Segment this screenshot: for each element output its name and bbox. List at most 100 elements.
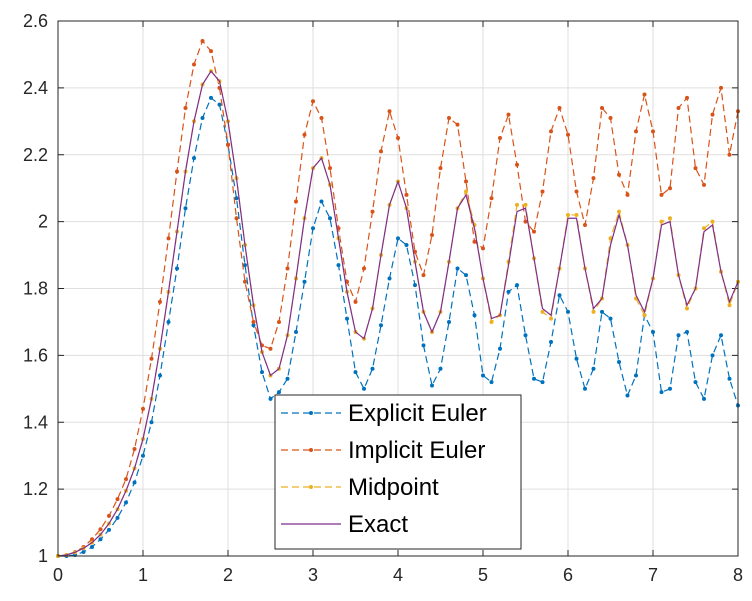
data-point	[141, 453, 145, 458]
data-point	[319, 115, 324, 120]
data-point	[464, 273, 468, 278]
data-point	[158, 373, 162, 378]
data-point	[727, 376, 732, 381]
data-point	[472, 313, 477, 318]
data-point	[90, 544, 94, 549]
data-point	[668, 386, 672, 391]
data-point	[685, 329, 689, 334]
data-point	[277, 319, 281, 324]
data-point	[702, 226, 706, 231]
data-point	[447, 115, 451, 120]
data-point	[540, 189, 545, 194]
data-point	[727, 303, 732, 308]
data-point	[294, 199, 298, 204]
data-point	[642, 313, 647, 318]
legend-label: Explicit Euler	[348, 400, 487, 427]
data-point	[523, 202, 528, 207]
data-point	[540, 380, 545, 385]
x-tick-label: 4	[393, 565, 403, 585]
data-point	[115, 515, 120, 520]
x-tick-label: 6	[563, 565, 573, 585]
x-tick-label: 5	[478, 565, 488, 585]
data-point	[676, 333, 681, 338]
y-tick-label: 1.6	[23, 345, 48, 365]
data-point	[617, 172, 621, 177]
data-point	[200, 115, 205, 120]
data-point	[353, 370, 358, 375]
data-point	[498, 136, 502, 141]
data-point	[345, 316, 349, 321]
data-point	[455, 266, 460, 271]
data-point	[532, 229, 536, 234]
data-point	[591, 366, 596, 371]
data-point	[183, 206, 188, 211]
legend-box	[274, 394, 522, 550]
data-point	[651, 129, 655, 134]
data-point	[438, 166, 443, 171]
legend-entry-exact: Exact	[281, 511, 408, 538]
data-point	[455, 122, 460, 127]
data-point	[557, 293, 562, 298]
legend-label: Implicit Euler	[348, 437, 485, 464]
legend-entry-explicit-euler: Explicit Euler	[281, 400, 487, 427]
data-point	[149, 420, 154, 425]
data-point	[209, 95, 213, 100]
data-point	[311, 99, 315, 104]
data-point	[421, 273, 426, 278]
data-point	[710, 219, 715, 224]
data-point	[583, 386, 587, 391]
data-point	[642, 92, 647, 97]
data-point	[693, 380, 698, 385]
data-point	[243, 263, 247, 268]
data-point	[515, 202, 519, 207]
data-point	[132, 480, 137, 485]
data-point	[183, 105, 188, 110]
data-point	[149, 356, 154, 361]
x-tick-label: 0	[53, 565, 63, 585]
data-point	[404, 243, 409, 248]
data-point	[319, 199, 324, 204]
legend-marker	[309, 411, 313, 415]
data-point	[234, 196, 239, 201]
data-point	[387, 109, 392, 114]
data-point	[379, 323, 383, 328]
data-point	[328, 166, 332, 171]
data-point	[107, 527, 111, 532]
data-point	[574, 356, 579, 361]
data-point	[583, 222, 587, 227]
data-point	[651, 329, 655, 334]
data-point	[353, 299, 358, 304]
data-point	[566, 212, 570, 217]
y-tick-label: 2	[38, 212, 48, 232]
data-point	[523, 219, 528, 224]
data-point	[124, 477, 128, 482]
data-point	[192, 62, 196, 67]
data-point	[676, 105, 681, 110]
data-point	[608, 115, 613, 120]
x-tick-label: 7	[648, 565, 658, 585]
data-point	[98, 537, 103, 542]
data-point	[549, 316, 553, 321]
x-tick-label: 3	[308, 565, 318, 585]
data-point	[379, 149, 383, 154]
data-point	[591, 176, 596, 181]
data-point	[209, 49, 213, 54]
data-point	[489, 380, 494, 385]
legend: Explicit Euler Implicit Euler Midpoint Exac…	[274, 394, 522, 550]
data-point	[515, 162, 519, 167]
data-point	[625, 393, 630, 398]
y-tick-label: 1	[38, 546, 48, 566]
data-point	[668, 216, 672, 221]
data-point	[710, 353, 715, 358]
data-point	[549, 340, 553, 344]
x-tick-label: 8	[733, 565, 743, 585]
data-point	[294, 329, 298, 334]
data-point	[600, 309, 604, 314]
y-tick-label: 1.8	[23, 279, 48, 299]
data-point	[234, 216, 239, 221]
data-point	[251, 323, 256, 328]
data-point	[515, 283, 519, 288]
data-point	[302, 279, 307, 284]
y-tick-label: 1.4	[23, 412, 48, 432]
